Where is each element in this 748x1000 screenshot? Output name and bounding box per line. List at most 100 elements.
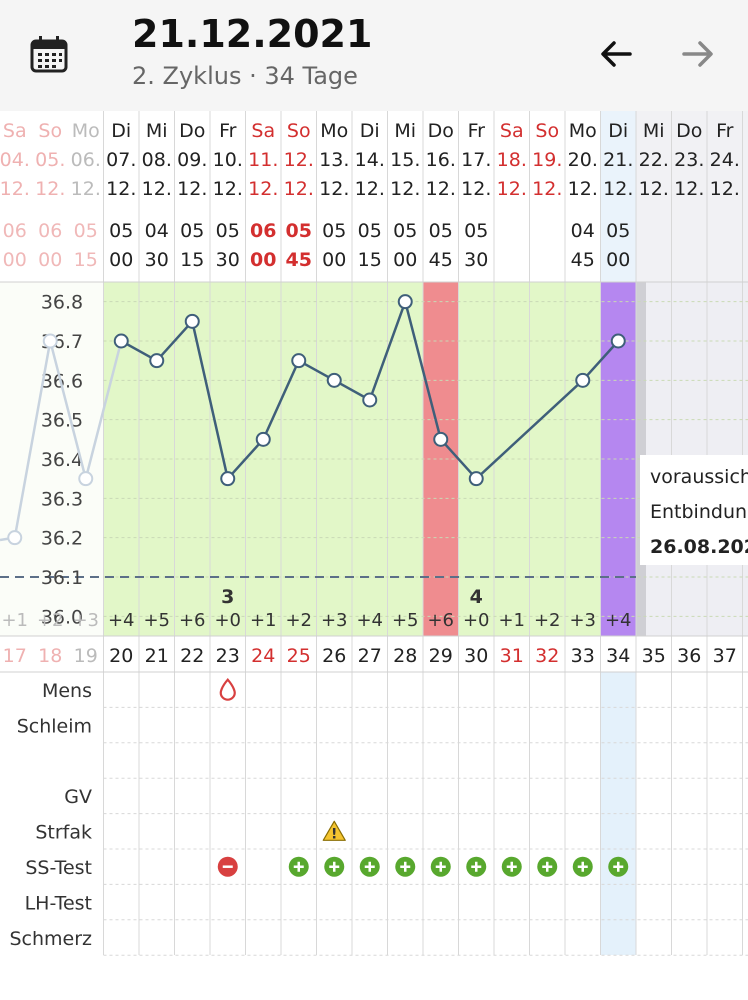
day-header[interactable]: So 19. 12. <box>532 120 562 200</box>
day-header[interactable]: Do 23. 12. <box>674 120 704 200</box>
day-label: 24. <box>710 149 740 171</box>
y-tick-label: 36.3 <box>41 488 83 510</box>
month-label: 12. <box>71 178 101 200</box>
plus-mark <box>577 861 588 872</box>
time-hour: 06 <box>38 220 62 242</box>
day-label: 15. <box>390 149 420 171</box>
plus-mark <box>542 861 553 872</box>
cycle-day-number: 30 <box>464 645 488 667</box>
day-header[interactable]: So 05. 12. 06 00 <box>35 120 65 271</box>
temperature-point[interactable] <box>42 333 58 349</box>
cycle-info: 2. Zyklus · 34 Tage <box>132 62 358 90</box>
month-label: 12. <box>106 178 136 200</box>
day-header[interactable]: Mo 06. 12. 05 15 <box>71 120 101 271</box>
time-hour: 05 <box>393 220 417 242</box>
weekday-label: Do <box>676 120 702 142</box>
month-label: 12. <box>603 178 633 200</box>
day-header[interactable]: Fr 10. 12. 05 30 <box>213 120 243 271</box>
cycle-day-number: 22 <box>180 645 204 667</box>
temperature-point[interactable] <box>397 294 413 310</box>
warning-icon[interactable] <box>322 820 346 841</box>
y-tick-label: 36.5 <box>41 410 83 432</box>
arrow-left-icon[interactable] <box>592 30 640 78</box>
blood-drop-icon[interactable] <box>219 678 236 701</box>
weekday-label: Fr <box>716 120 734 142</box>
row-label: Mens <box>42 680 92 702</box>
weekday-label: Mo <box>72 120 100 142</box>
day-label: 10. <box>213 149 243 171</box>
month-label: 12. <box>461 178 491 200</box>
warning-mark: ! <box>331 826 337 842</box>
temperature-point[interactable] <box>184 313 200 329</box>
day-header[interactable]: Mi 08. 12. 04 30 <box>142 120 172 271</box>
time-minute: 30 <box>216 249 240 271</box>
temperature-point[interactable] <box>7 530 23 546</box>
temperature-point[interactable] <box>78 471 94 487</box>
day-header[interactable]: Mi 22. 12. <box>639 120 669 200</box>
temperature-point[interactable] <box>291 353 307 369</box>
cycle-day-number: 23 <box>216 645 240 667</box>
weekday-label: Sa <box>500 120 524 142</box>
day-header[interactable]: Sa 18. 12. <box>497 120 527 200</box>
day-offset-label: +1 <box>1 610 28 631</box>
day-offset-label: +4 <box>108 610 135 631</box>
temperature-point[interactable] <box>362 392 378 408</box>
day-label: 09. <box>177 149 207 171</box>
weekday-label: So <box>287 120 311 142</box>
row-label: Schleim <box>17 715 92 737</box>
day-header[interactable]: Mi 15. 12. 05 00 <box>390 120 420 271</box>
day-header[interactable]: Di 07. 12. 05 00 <box>106 120 136 271</box>
cycle-day-number: 33 <box>571 645 595 667</box>
cycle-day-number: 25 <box>287 645 311 667</box>
note-line-3: 26.08.202 <box>650 536 748 558</box>
day-label: 23. <box>674 149 704 171</box>
calendar-icon[interactable] <box>29 34 69 74</box>
day-header[interactable]: Sa 11. 12. 06 00 <box>248 120 278 271</box>
phase-marker: 4 <box>470 586 483 608</box>
day-header[interactable]: Do 09. 12. 05 15 <box>177 120 207 271</box>
app-header: 21.12.2021 2. Zyklus · 34 Tage <box>0 0 748 112</box>
temperature-point[interactable] <box>255 431 271 447</box>
weekday-label: Di <box>360 120 380 142</box>
day-header[interactable]: Do 16. 12. 05 45 <box>426 120 456 271</box>
plus-mark <box>329 861 340 872</box>
day-offset-label: +3 <box>569 610 596 631</box>
month-label: 12. <box>142 178 172 200</box>
day-offset-label: +0 <box>463 610 490 631</box>
page-title: 21.12.2021 <box>132 12 373 56</box>
phase-marker: 3 <box>221 586 234 608</box>
temperature-point[interactable] <box>610 333 626 349</box>
day-header[interactable]: Di 21. 12. 05 00 <box>603 120 633 271</box>
time-hour: 04 <box>571 220 595 242</box>
day-offset-label: +0 <box>214 610 241 631</box>
temperature-point[interactable] <box>575 372 591 388</box>
temperature-point[interactable] <box>149 353 165 369</box>
day-header[interactable]: Fr 17. 12. 05 30 <box>461 120 491 271</box>
day-offset-label: +2 <box>37 610 64 631</box>
day-header[interactable]: Mo 20. 12. 04 45 <box>568 120 598 271</box>
day-header[interactable]: Mo 13. 12. 05 00 <box>319 120 349 271</box>
day-header[interactable]: So 12. 12. 05 45 <box>284 120 314 271</box>
arrow-right-icon[interactable] <box>674 30 722 78</box>
time-hour: 05 <box>180 220 204 242</box>
day-offset-label: +2 <box>285 610 312 631</box>
day-header[interactable]: Sa 04. 12. 06 00 <box>0 120 30 271</box>
temperature-point[interactable] <box>220 471 236 487</box>
time-minute: 00 <box>322 249 346 271</box>
weekday-label: Mi <box>146 120 168 142</box>
day-header[interactable]: Di 14. 12. 05 15 <box>355 120 385 271</box>
day-offset-label: +5 <box>143 610 170 631</box>
temperature-point[interactable] <box>113 333 129 349</box>
cycle-day-number: 24 <box>251 645 275 667</box>
time-hour: 04 <box>145 220 169 242</box>
time-minute: 15 <box>74 249 98 271</box>
cycle-day-number: 32 <box>535 645 559 667</box>
weekday-label: Di <box>608 120 628 142</box>
row-label: LH-Test <box>25 892 92 914</box>
day-header[interactable]: Fr 24. 12. <box>710 120 740 200</box>
temperature-point[interactable] <box>468 471 484 487</box>
day-offset-label: +4 <box>605 610 632 631</box>
temperature-point[interactable] <box>326 372 342 388</box>
temperature-point[interactable] <box>433 431 449 447</box>
